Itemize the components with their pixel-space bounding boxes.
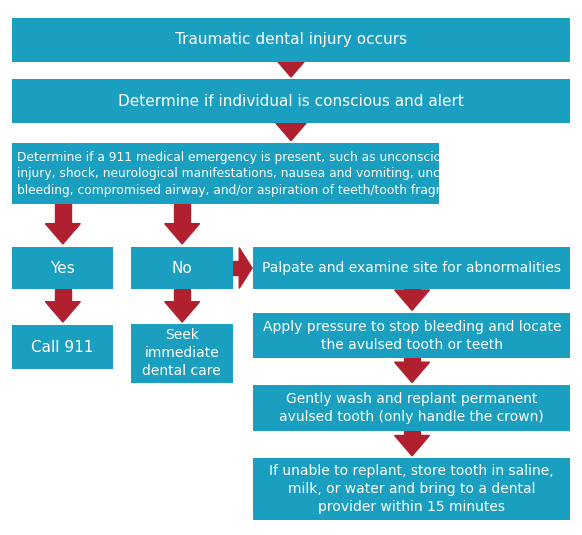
FancyBboxPatch shape [12,325,113,369]
Polygon shape [55,289,71,302]
Polygon shape [283,57,299,62]
FancyBboxPatch shape [12,143,439,204]
Polygon shape [55,204,71,224]
FancyBboxPatch shape [131,324,233,383]
Polygon shape [174,204,190,224]
FancyBboxPatch shape [12,79,570,123]
Polygon shape [233,261,239,275]
Text: Call 911: Call 911 [31,340,94,355]
Text: If unable to replant, store tooth in saline,
milk, or water and bring to a denta: If unable to replant, store tooth in sal… [269,464,554,514]
Polygon shape [395,435,430,456]
Polygon shape [165,302,200,322]
Text: Seek
immediate
dental care: Seek immediate dental care [143,328,221,378]
Polygon shape [283,120,299,123]
Polygon shape [404,358,420,362]
Polygon shape [45,302,80,322]
Text: Palpate and examine site for abnormalities: Palpate and examine site for abnormaliti… [262,261,561,275]
Polygon shape [174,289,190,302]
Polygon shape [404,289,420,290]
Polygon shape [395,362,430,383]
FancyBboxPatch shape [253,385,570,431]
Text: Determine if a 911 medical emergency is present, such as unconsciousness, neck
i: Determine if a 911 medical emergency is … [17,151,521,196]
Polygon shape [274,57,308,77]
Text: Determine if individual is conscious and alert: Determine if individual is conscious and… [118,94,464,109]
Text: No: No [172,261,192,276]
FancyBboxPatch shape [253,247,570,289]
FancyBboxPatch shape [253,458,570,520]
FancyBboxPatch shape [12,247,113,289]
FancyBboxPatch shape [131,247,233,289]
Polygon shape [274,120,308,141]
Text: Apply pressure to stop bleeding and locate
the avulsed tooth or teeth: Apply pressure to stop bleeding and loca… [262,320,561,351]
FancyBboxPatch shape [12,18,570,62]
Text: Yes: Yes [50,261,75,276]
Polygon shape [45,224,80,244]
Text: Traumatic dental injury occurs: Traumatic dental injury occurs [175,32,407,47]
Text: Gently wash and replant permanent
avulsed tooth (only handle the crown): Gently wash and replant permanent avulse… [279,392,544,424]
FancyBboxPatch shape [253,313,570,358]
Polygon shape [395,290,430,310]
Polygon shape [165,224,200,244]
Polygon shape [239,248,252,288]
Polygon shape [404,431,420,435]
